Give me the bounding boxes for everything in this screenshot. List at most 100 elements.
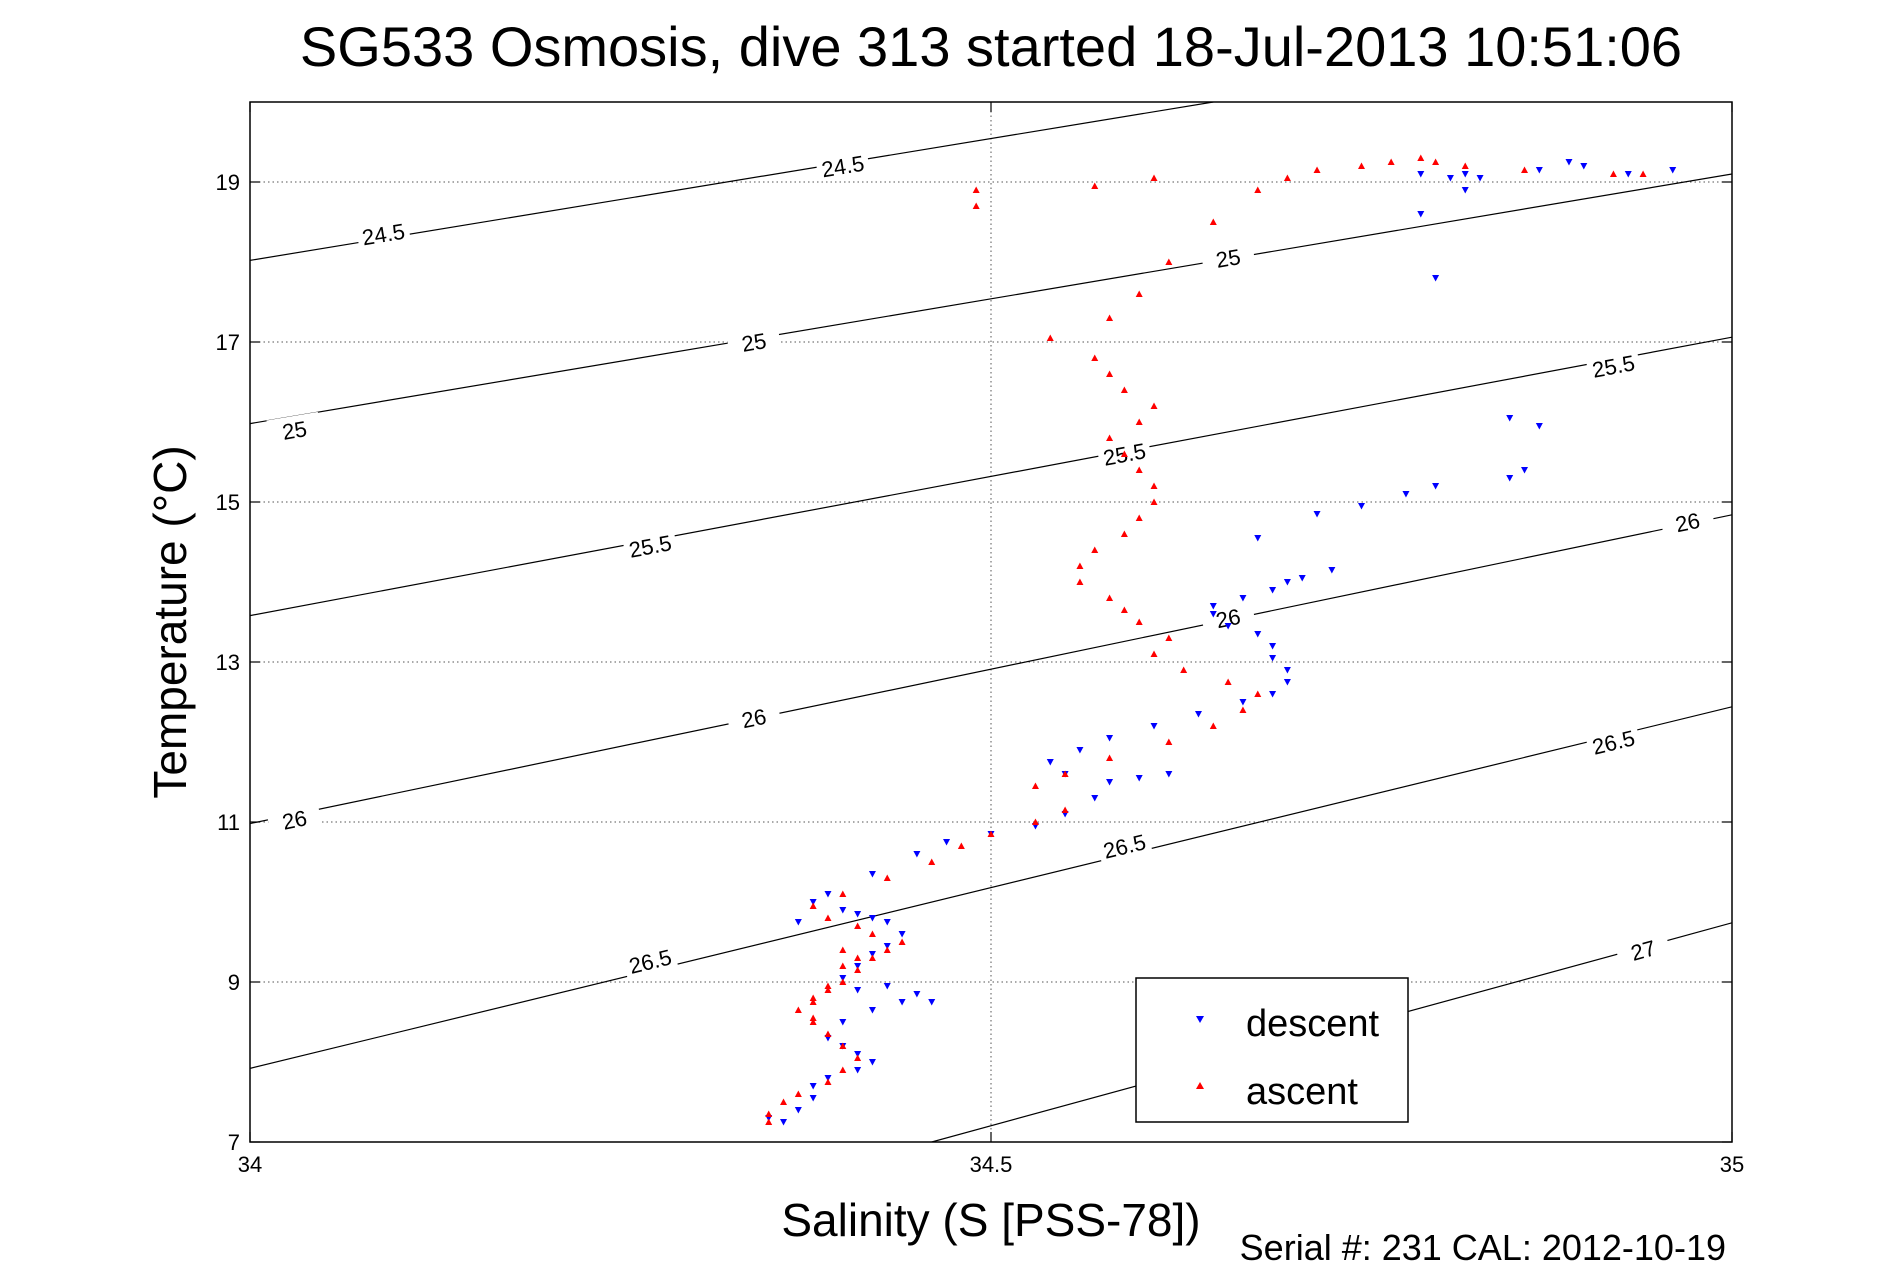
contour-label-backdrop: [1584, 722, 1642, 760]
descent-point: [913, 991, 921, 998]
density-contour-line: [250, 102, 1214, 261]
contour-label-backdrop: [266, 411, 323, 447]
ascent-point: [824, 982, 832, 989]
descent-point: [1506, 475, 1514, 482]
descent-point: [1580, 163, 1588, 170]
ascent-point: [1046, 334, 1054, 341]
contour-label-backdrop: [1585, 347, 1642, 383]
x-axis-label: Salinity (S [PSS-78]): [781, 1194, 1200, 1246]
contour-label-backdrop: [266, 800, 323, 837]
y-tick-label: 15: [216, 490, 240, 515]
serial-cal-footer: Serial #: 231 CAL: 2012-10-19: [1240, 1227, 1726, 1262]
ascent-point: [824, 914, 832, 921]
legend-descent-label: descent: [1246, 1003, 1380, 1045]
ascent-point: [987, 830, 995, 837]
descent-point: [883, 919, 891, 926]
x-tick-label: 34: [238, 1152, 262, 1177]
descent-point: [1165, 771, 1173, 778]
descent-point: [854, 963, 862, 970]
descent-point: [794, 919, 802, 926]
descent-point: [1283, 579, 1291, 586]
descent-point: [1328, 567, 1336, 574]
descent-point: [1535, 167, 1543, 174]
descent-point: [1135, 775, 1143, 782]
descent-point: [1046, 759, 1054, 766]
contour-label-text: 25: [1214, 244, 1242, 273]
descent-point: [1239, 595, 1247, 602]
descent-point: [1150, 723, 1158, 730]
descent-point: [1461, 187, 1469, 194]
ascent-point: [1106, 754, 1114, 761]
ascent-point: [1061, 770, 1069, 777]
ascent-point: [809, 994, 817, 1001]
descent-point: [854, 1067, 862, 1074]
density-contour-label: 26: [1199, 598, 1257, 636]
density-contour-label: 25: [266, 411, 323, 447]
y-axis-ticks: 7 9 11 13 15 17 19: [216, 170, 1732, 1155]
ascent-point: [1106, 314, 1114, 321]
descent-point: [1269, 655, 1277, 662]
ascent-point: [809, 1018, 817, 1025]
density-contours: [250, 102, 1732, 1142]
descent-point: [1076, 747, 1084, 754]
density-contour-label: 25.5: [622, 527, 678, 563]
legend: descent ascent: [1135, 977, 1409, 1123]
ascent-point: [839, 1042, 847, 1049]
descent-point: [1209, 603, 1217, 610]
ascent-point: [1120, 450, 1128, 457]
descent-point: [839, 975, 847, 982]
descent-point: [1194, 711, 1202, 718]
ascent-point: [972, 202, 980, 209]
ascent-point: [1239, 706, 1247, 713]
descent-point: [1283, 679, 1291, 686]
contour-label-text: 26: [1673, 508, 1702, 537]
descent-point: [839, 907, 847, 914]
contour-label-text: 26: [280, 805, 309, 834]
contour-label-backdrop: [725, 323, 782, 359]
descent-point: [854, 1051, 862, 1058]
ascent-point: [1254, 690, 1262, 697]
x-axis-ticks: 34 34.5 35: [238, 102, 1744, 1177]
ascent-point: [1313, 166, 1321, 173]
descent-point: [1269, 587, 1277, 594]
descent-point: [854, 987, 862, 994]
ascent-point: [1639, 170, 1647, 177]
ascent-point: [1150, 174, 1158, 181]
descent-point: [1446, 175, 1454, 182]
descent-point: [1669, 167, 1677, 174]
descent-point: [943, 839, 951, 846]
descent-point: [1106, 735, 1114, 742]
ascent-point: [765, 1110, 773, 1117]
descent-point: [868, 915, 876, 922]
ascent-point: [898, 938, 906, 945]
ascent-point: [1106, 594, 1114, 601]
density-contour-line: [250, 706, 1732, 1069]
contour-label-backdrop: [725, 698, 782, 736]
density-contour-label: 24.5: [814, 147, 871, 182]
ascent-point: [1076, 578, 1084, 585]
ascent-point: [1031, 818, 1039, 825]
y-tick-label: 17: [216, 330, 240, 355]
descent-point: [913, 851, 921, 858]
ascent-point: [1180, 666, 1188, 673]
grid: [250, 102, 1732, 1142]
ascent-point: [1076, 562, 1084, 569]
contour-label-text: 25: [740, 328, 768, 357]
descent-point: [1269, 691, 1277, 698]
ascent-point: [1209, 722, 1217, 729]
ascent-point: [1165, 738, 1173, 745]
ascent-point: [839, 946, 847, 953]
descent-point: [883, 943, 891, 950]
descent-point: [1417, 211, 1425, 218]
descent-point: [883, 983, 891, 990]
ascent-point: [1135, 618, 1143, 625]
descent-point: [1402, 491, 1410, 498]
ascent-point: [972, 186, 980, 193]
ascent-point: [839, 978, 847, 985]
ascent-point: [1135, 290, 1143, 297]
ascent-point: [1387, 158, 1395, 165]
ascent-point: [1150, 482, 1158, 489]
ascent-point: [794, 1006, 802, 1013]
descent-point: [824, 891, 832, 898]
